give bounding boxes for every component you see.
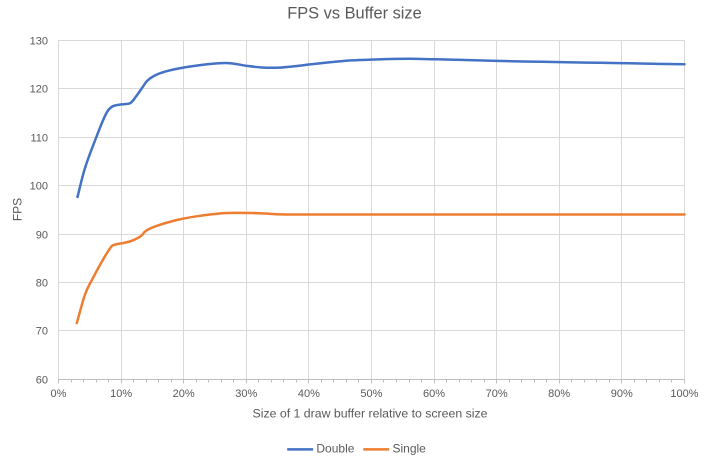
svg-text:FPS: FPS	[11, 198, 25, 221]
svg-text:10%: 10%	[110, 388, 132, 400]
svg-text:FPS vs Buffer size: FPS vs Buffer size	[287, 4, 422, 22]
svg-text:100: 100	[30, 181, 48, 193]
svg-text:50%: 50%	[360, 388, 382, 400]
svg-text:130: 130	[30, 36, 48, 48]
svg-text:100%: 100%	[670, 388, 698, 400]
svg-text:110: 110	[30, 133, 48, 145]
svg-text:Single: Single	[393, 441, 427, 455]
svg-text:30%: 30%	[235, 388, 257, 400]
svg-text:80%: 80%	[548, 388, 570, 400]
svg-text:Double: Double	[316, 441, 354, 455]
svg-text:90%: 90%	[611, 388, 633, 400]
svg-text:80: 80	[36, 278, 48, 290]
svg-text:20%: 20%	[173, 388, 195, 400]
svg-text:60%: 60%	[423, 388, 445, 400]
svg-text:70%: 70%	[486, 388, 508, 400]
svg-text:Size of 1 draw buffer relative: Size of 1 draw buffer relative to screen…	[253, 407, 488, 421]
svg-text:70: 70	[36, 326, 48, 338]
svg-text:120: 120	[30, 84, 48, 96]
svg-text:40%: 40%	[298, 388, 320, 400]
svg-text:60: 60	[36, 375, 48, 387]
svg-text:0%: 0%	[51, 388, 67, 400]
svg-text:90: 90	[36, 230, 48, 242]
